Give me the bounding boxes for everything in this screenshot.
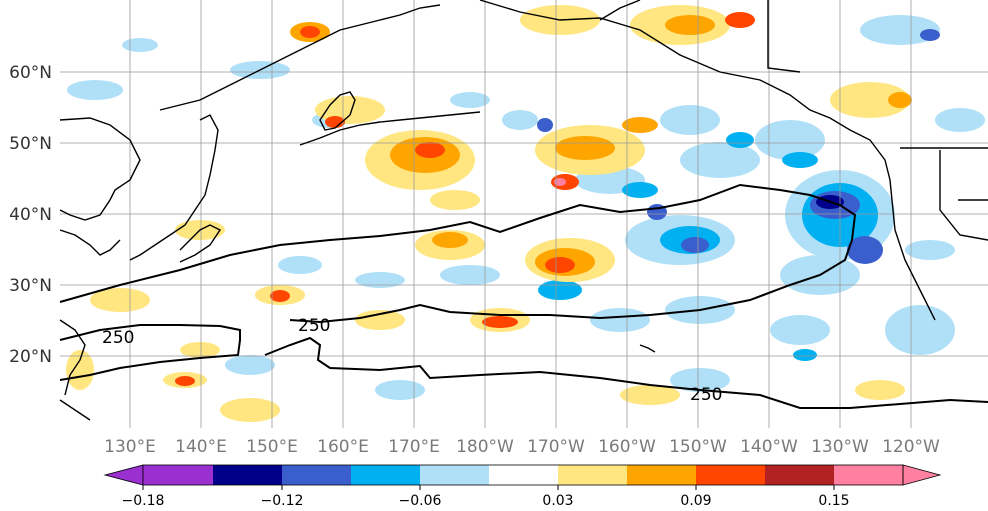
colorbar-segment xyxy=(834,465,903,485)
lon-label: 170°E xyxy=(388,437,440,457)
contour-label: 250 xyxy=(690,385,722,405)
lon-label: 140°E xyxy=(175,437,227,457)
colorbar-tick-label: 0.09 xyxy=(680,493,711,509)
colorbar-tick-label: −0.18 xyxy=(122,493,165,509)
colorbar-tick-label: −0.06 xyxy=(399,493,442,509)
lat-label: 20°N xyxy=(9,347,52,367)
lon-label: 150°W xyxy=(669,437,727,457)
lon-label: 140°W xyxy=(740,437,798,457)
lon-label: 130°E xyxy=(104,437,156,457)
colorbar-segment xyxy=(696,465,765,485)
colorbar-tick-label: 0.03 xyxy=(542,493,573,509)
colorbar-segment xyxy=(282,465,351,485)
contour-label: 250 xyxy=(298,316,330,336)
colorbar-extend-min xyxy=(103,464,144,486)
colorbar-segment xyxy=(420,465,489,485)
colorbar-segment xyxy=(143,465,213,485)
lat-label: 50°N xyxy=(9,134,52,154)
lat-label: 30°N xyxy=(9,276,52,296)
colorbar-segment xyxy=(765,465,834,485)
lon-label: 180°W xyxy=(456,437,514,457)
colorbar: −0.18 −0.12 −0.06 0.03 0.09 0.15 xyxy=(103,464,942,509)
lon-label: 170°W xyxy=(527,437,585,457)
height-contours xyxy=(59,183,988,409)
lat-label: 40°N xyxy=(9,205,52,225)
lon-label: 160°W xyxy=(598,437,656,457)
colorbar-extend-max xyxy=(902,464,942,486)
colorbar-tick-label: 0.15 xyxy=(818,493,849,509)
colorbar-segment xyxy=(213,465,282,485)
lon-label: 150°E xyxy=(246,437,298,457)
anomaly-field xyxy=(66,5,985,422)
coastlines xyxy=(59,0,988,421)
lat-label: 60°N xyxy=(9,63,52,83)
colorbar-segment xyxy=(627,465,696,485)
lon-label: 120°W xyxy=(882,437,940,457)
graticule xyxy=(60,0,988,428)
colorbar-segment xyxy=(351,465,420,485)
colorbar-segment xyxy=(489,465,558,485)
lon-label: 160°E xyxy=(317,437,369,457)
colorbar-tick-label: −0.12 xyxy=(261,493,304,509)
colorbar-segment xyxy=(558,465,627,485)
contour-label: 250 xyxy=(102,328,134,348)
lon-label: 130°W xyxy=(811,437,869,457)
